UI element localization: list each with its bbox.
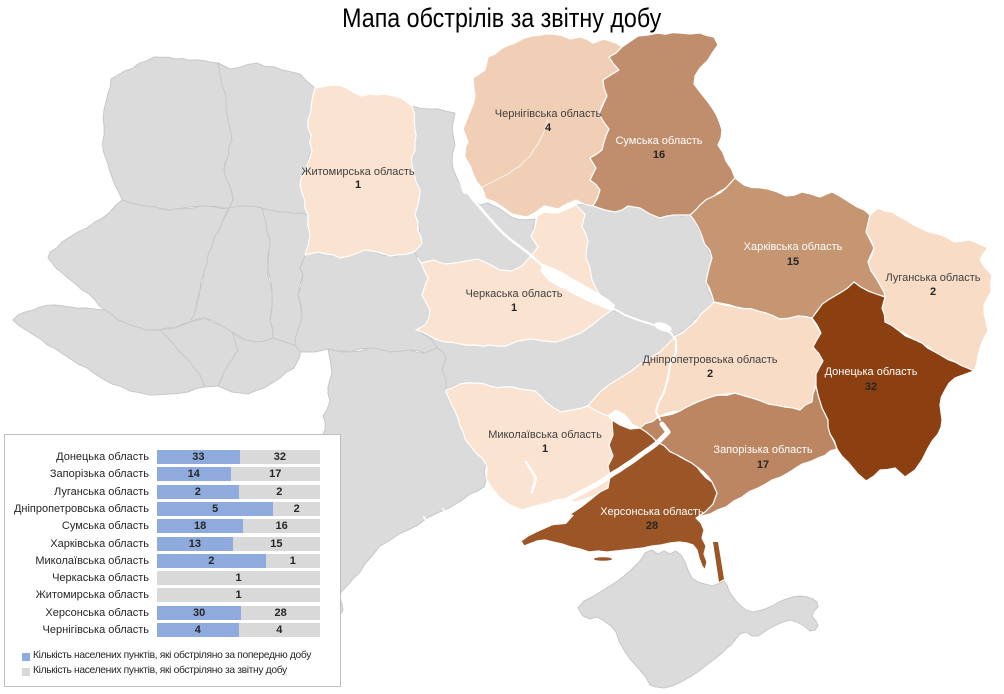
svg-text:Херсонська область: Херсонська область	[600, 506, 704, 518]
svg-text:Харківська область: Харківська область	[744, 241, 843, 253]
svg-text:Запорізька область: Запорізька область	[713, 444, 812, 456]
svg-text:Сумська область: Сумська область	[615, 135, 702, 147]
svg-text:Донецька область: Донецька область	[825, 366, 918, 378]
svg-text:Миколаївська область: Миколаївська область	[488, 429, 602, 441]
svg-text:Житомирська область: Житомирська область	[301, 166, 415, 178]
svg-text:32: 32	[865, 381, 877, 393]
svg-text:1: 1	[542, 443, 548, 455]
svg-text:15: 15	[787, 256, 799, 268]
svg-text:2: 2	[930, 286, 936, 298]
svg-text:Луганська область: Луганська область	[886, 272, 981, 284]
svg-text:Черкаська область: Черкаська область	[466, 288, 563, 300]
svg-text:2: 2	[707, 368, 713, 380]
svg-text:Чернігівська область: Чернігівська область	[495, 108, 602, 120]
svg-text:1: 1	[511, 302, 517, 314]
svg-text:1: 1	[355, 179, 361, 191]
svg-text:Дніпропетровська область: Дніпропетровська область	[642, 354, 777, 366]
svg-text:17: 17	[757, 459, 769, 471]
svg-text:4: 4	[545, 122, 552, 134]
svg-text:16: 16	[653, 149, 665, 161]
svg-text:28: 28	[646, 520, 658, 532]
